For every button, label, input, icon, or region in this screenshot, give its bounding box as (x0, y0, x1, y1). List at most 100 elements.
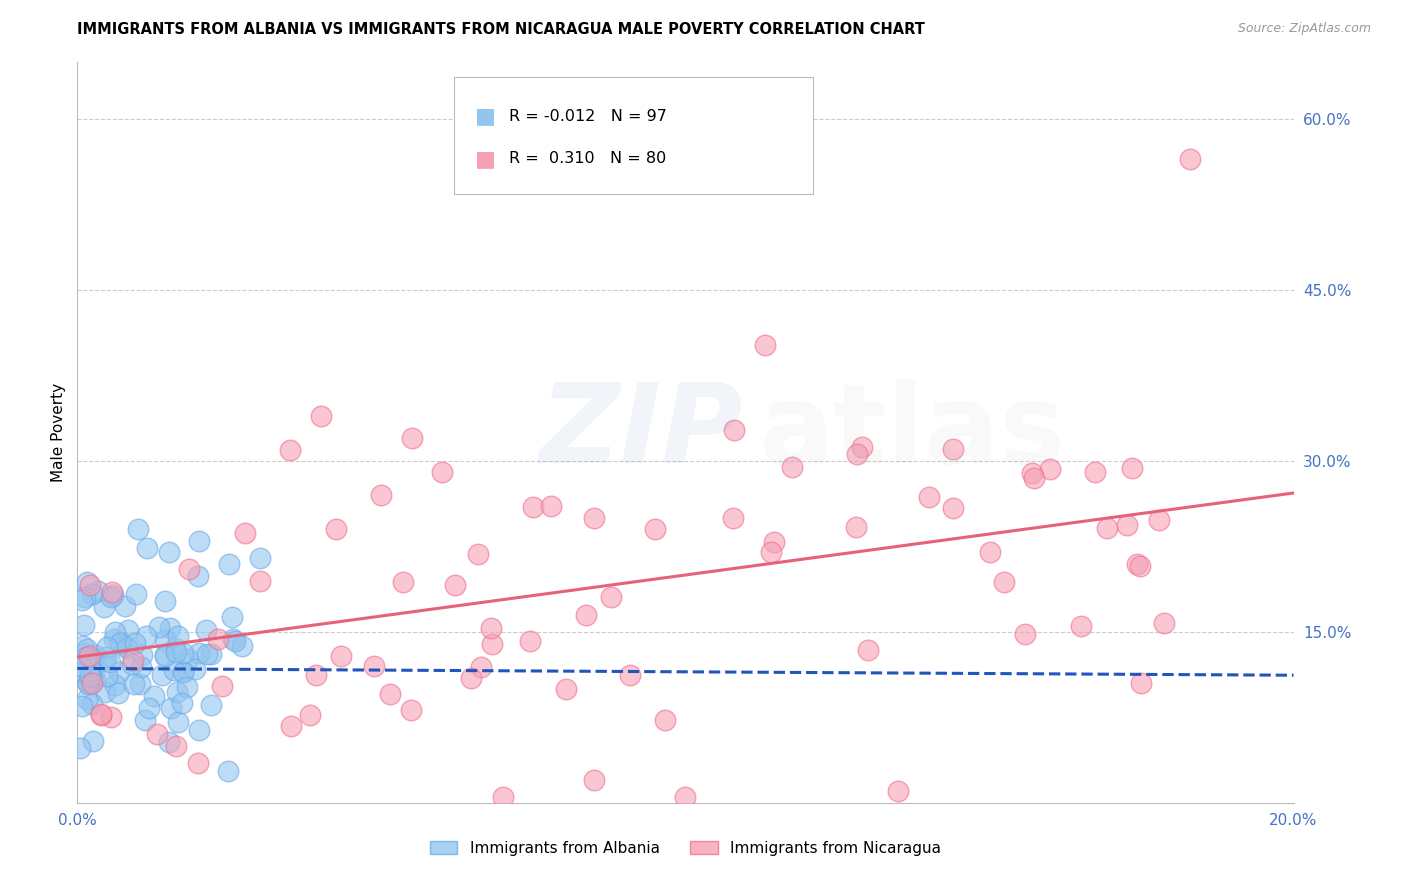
Point (430, 466, 453, 480)
Point (163, 641, 186, 656)
Point (172, 665, 194, 680)
Point (619, 668, 641, 682)
Point (79, 648, 101, 663)
Point (138, 701, 160, 715)
Point (221, 609, 243, 624)
Point (299, 708, 322, 723)
Point (249, 550, 271, 565)
Point (721, 511, 744, 525)
Point (72, 640, 94, 654)
Point (1022, 471, 1045, 485)
Point (391, 575, 413, 590)
Point (75, 650, 97, 665)
Point (993, 574, 1015, 589)
Point (108, 636, 131, 650)
Point (762, 535, 785, 549)
Point (155, 648, 177, 662)
Point (104, 678, 127, 692)
Point (195, 648, 218, 662)
Point (70, 659, 93, 673)
Point (325, 522, 347, 536)
Point (278, 442, 301, 457)
Point (157, 545, 180, 559)
Point (128, 677, 150, 691)
Point (134, 713, 156, 727)
Point (93, 599, 115, 614)
Point (83, 672, 105, 686)
Point (460, 671, 482, 685)
Point (481, 637, 503, 651)
Point (76, 692, 98, 706)
Point (165, 739, 187, 753)
Point (73, 646, 96, 660)
Point (73, 618, 96, 632)
Point (70, 593, 93, 607)
Point (80, 676, 103, 690)
Point (80, 586, 103, 600)
Point (1014, 627, 1036, 641)
Point (166, 685, 188, 699)
Point (675, 790, 697, 805)
Point (184, 662, 207, 676)
Point (98, 655, 121, 669)
Point (117, 623, 139, 637)
Point (1121, 460, 1143, 475)
Point (195, 623, 218, 637)
Point (122, 677, 145, 691)
Point (444, 578, 467, 592)
Point (148, 620, 170, 634)
Point (124, 636, 146, 650)
Point (942, 442, 965, 456)
Point (177, 561, 200, 575)
Point (492, 790, 515, 805)
Point (187, 646, 209, 660)
Point (176, 652, 198, 666)
Point (100, 709, 122, 723)
Point (217, 764, 239, 778)
Point (761, 544, 783, 558)
Point (187, 756, 209, 771)
Point (125, 587, 148, 601)
Point (1178, 153, 1201, 167)
Point (135, 541, 157, 555)
Point (583, 772, 606, 787)
Point (378, 688, 401, 702)
Text: Source: ZipAtlas.com: Source: ZipAtlas.com (1237, 22, 1371, 36)
Point (129, 659, 152, 673)
Point (153, 632, 176, 647)
Point (117, 641, 139, 656)
Point (107, 686, 129, 700)
Point (942, 500, 965, 515)
Point (101, 584, 124, 599)
Point (121, 657, 143, 671)
Point (222, 632, 245, 646)
Point (1130, 676, 1153, 690)
Point (94, 655, 117, 669)
Point (470, 660, 492, 674)
Point (845, 519, 868, 533)
Point (96, 640, 118, 654)
Point (224, 633, 246, 648)
Point (69, 664, 91, 678)
Point (1129, 558, 1152, 573)
Point (540, 499, 562, 513)
Point (70, 698, 93, 713)
Point (1084, 465, 1107, 479)
Point (644, 523, 666, 537)
Point (583, 511, 606, 525)
Point (77, 676, 100, 690)
Point (79, 677, 101, 691)
Point (280, 719, 302, 733)
Point (167, 714, 190, 729)
Point (235, 525, 257, 540)
Point (82, 670, 104, 684)
Point (122, 653, 145, 667)
Text: atlas: atlas (758, 379, 1066, 486)
Point (187, 568, 209, 582)
Point (479, 620, 502, 634)
Point (1153, 615, 1175, 630)
Point (87, 583, 110, 598)
Point (467, 547, 489, 561)
Point (218, 557, 240, 571)
Point (249, 574, 271, 588)
